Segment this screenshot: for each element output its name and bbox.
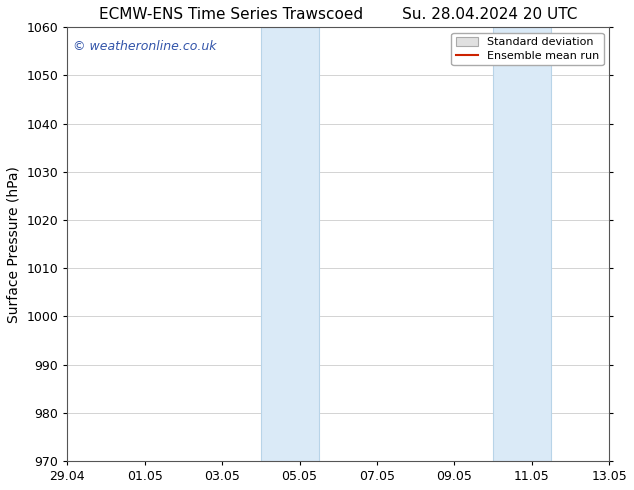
Bar <box>493 27 551 461</box>
Text: © weatheronline.co.uk: © weatheronline.co.uk <box>73 40 216 53</box>
Title: ECMW-ENS Time Series Trawscoed        Su. 28.04.2024 20 UTC: ECMW-ENS Time Series Trawscoed Su. 28.04… <box>99 7 578 22</box>
Bar <box>261 27 319 461</box>
Y-axis label: Surface Pressure (hPa): Surface Pressure (hPa) <box>7 166 21 322</box>
Legend: Standard deviation, Ensemble mean run: Standard deviation, Ensemble mean run <box>451 33 604 65</box>
